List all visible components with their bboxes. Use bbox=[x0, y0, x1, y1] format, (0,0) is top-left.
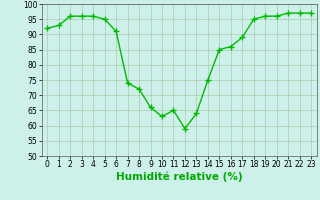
X-axis label: Humidité relative (%): Humidité relative (%) bbox=[116, 172, 243, 182]
